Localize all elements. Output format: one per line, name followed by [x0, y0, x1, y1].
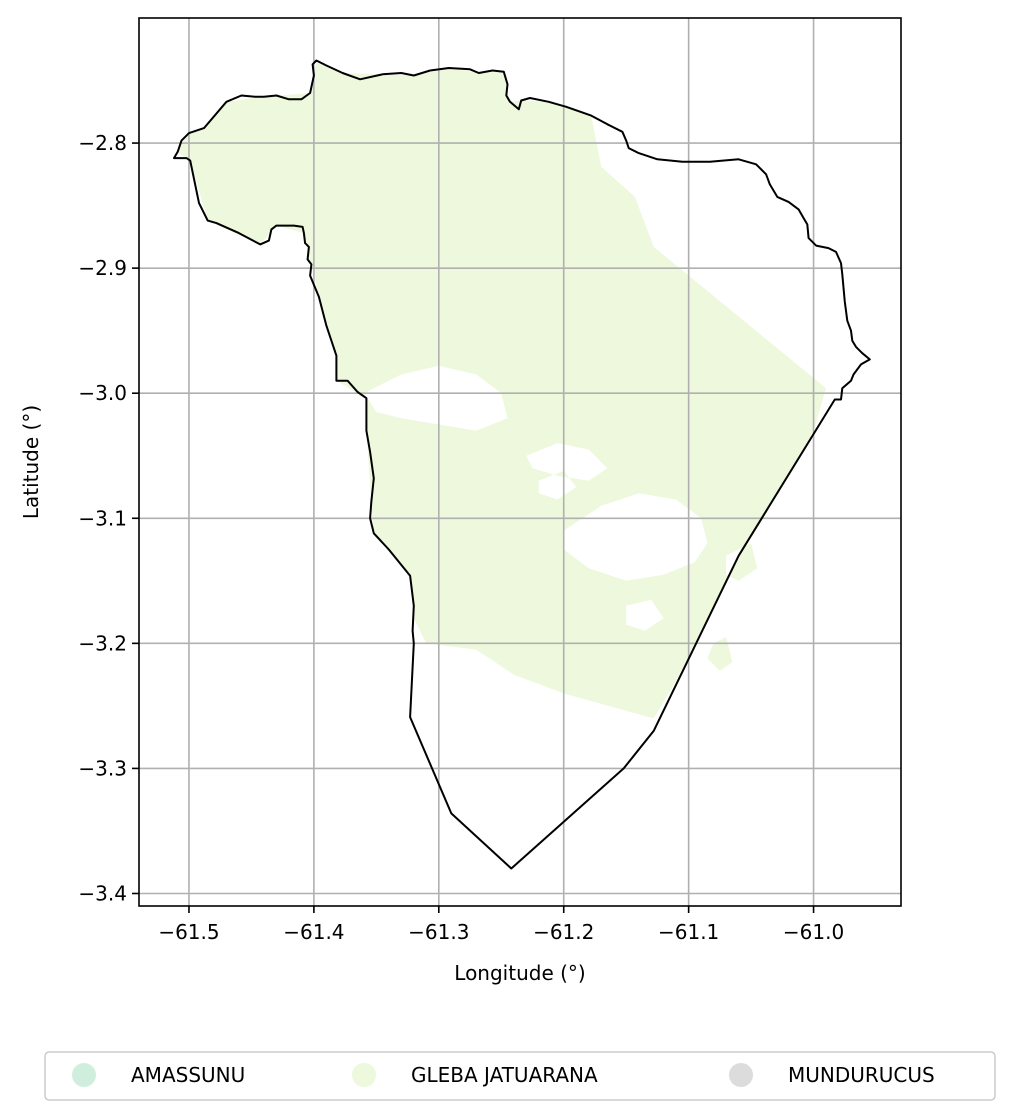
y-tick-label: −3.0 — [78, 381, 127, 405]
legend-swatch-amassunu — [72, 1063, 96, 1087]
x-tick-label: −61.0 — [783, 920, 844, 944]
y-tick-label: −3.4 — [78, 881, 127, 905]
x-tick-label: −61.5 — [158, 920, 219, 944]
y-tick-label: −3.1 — [78, 506, 127, 530]
x-tick-label: −61.4 — [283, 920, 344, 944]
legend: AMASSUNU GLEBA JATUARANA MUNDURUCUS — [45, 1052, 995, 1100]
y-tick-label: −3.3 — [78, 756, 127, 780]
y-tick-label: −2.8 — [78, 131, 127, 155]
y-tick-label: −3.2 — [78, 631, 127, 655]
x-tick-label: −61.3 — [408, 920, 469, 944]
x-tick-label: −61.1 — [658, 920, 719, 944]
legend-swatch-gleba-jatuarana — [352, 1063, 376, 1087]
y-axis-label: Latitude (°) — [19, 405, 43, 519]
x-axis-label: Longitude (°) — [454, 961, 585, 985]
legend-swatch-mundurucus — [729, 1063, 753, 1087]
x-tick-label: −61.2 — [533, 920, 594, 944]
y-tick-label: −2.9 — [78, 256, 127, 280]
legend-label-amassunu: AMASSUNU — [131, 1063, 245, 1087]
plot-area — [139, 18, 901, 906]
legend-label-gleba-jatuarana: GLEBA JATUARANA — [411, 1063, 598, 1087]
legend-label-mundurucus: MUNDURUCUS — [788, 1063, 935, 1087]
